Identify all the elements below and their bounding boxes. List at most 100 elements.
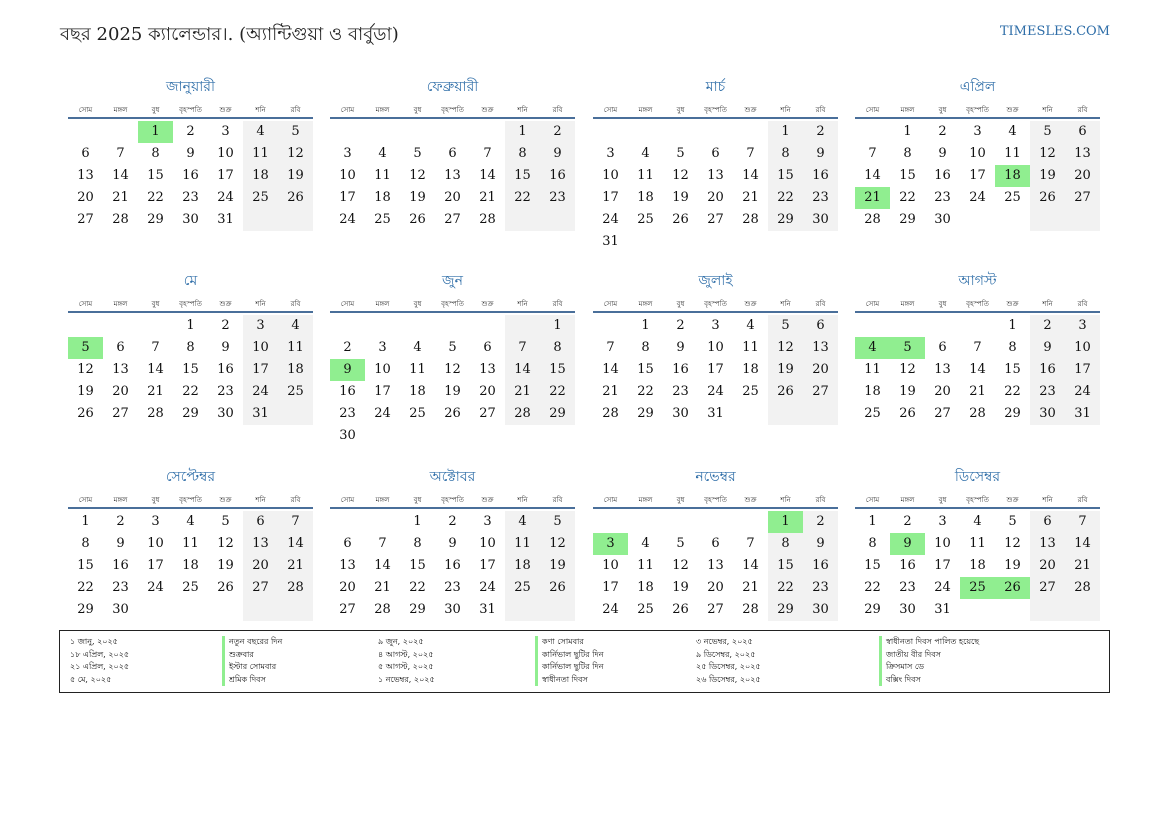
weekday-label: রবি (815, 496, 826, 504)
weekend-day-cell: 21 (1065, 555, 1100, 577)
weekend-day-cell: 28 (505, 403, 540, 425)
day-cell: 17 (147, 558, 164, 573)
header-rule (68, 311, 313, 313)
empty-weekend-cell (1065, 209, 1100, 231)
weekend-day-cell: 20 (1030, 555, 1065, 577)
day-cell: 27 (707, 602, 724, 617)
weekend-day-cell: 20 (243, 555, 278, 577)
day-cell: 10 (602, 168, 619, 183)
day-cell: 24 (479, 580, 496, 595)
day-cell: 5 (1008, 514, 1017, 529)
day-cell: 11 (637, 168, 654, 183)
day-cell: 26 (77, 406, 94, 421)
weekday-label: মঙ্গল (375, 106, 390, 114)
day-cell: 6 (448, 146, 457, 161)
weekend-day-cell: 14 (505, 359, 540, 381)
legend-holiday-name: জাতীয় বীর দিবস (879, 648, 979, 661)
day-cell: 29 (409, 602, 426, 617)
day-cell: 18 (969, 558, 986, 573)
day-cell: 10 (374, 362, 391, 377)
day-cell: 6 (81, 146, 90, 161)
day-cell: 29 (864, 602, 881, 617)
empty-weekend-cell (278, 599, 313, 621)
day-cell: 17 (602, 190, 619, 205)
day-cell: 24 (602, 212, 619, 227)
day-cell: 18 (409, 384, 426, 399)
weekday-label: রবি (290, 300, 301, 308)
weekend-day-cell: 6 (1065, 121, 1100, 143)
day-cell: 15 (182, 362, 199, 377)
day-cell: 24 (147, 580, 164, 595)
weekday-label: সোম (340, 106, 355, 114)
weekday-label: মঙ্গল (638, 106, 653, 114)
day-cell: 19 (672, 190, 689, 205)
empty-weekend-cell (540, 599, 575, 621)
weekend-day-cell: 2 (540, 121, 575, 143)
weekend-day-cell: 26 (278, 187, 313, 209)
day-cell: 8 (81, 536, 90, 551)
weekday-label: বৃহস্পতি (966, 106, 989, 114)
day-cell: 8 (903, 146, 912, 161)
day-cell: 16 (444, 558, 461, 573)
day-cell: 8 (151, 146, 160, 161)
header-rule (593, 311, 838, 313)
empty-weekend-cell (505, 599, 540, 621)
day-cell: 5 (221, 514, 230, 529)
site-link[interactable]: TIMESLES.COM (999, 24, 1110, 39)
day-cell: 4 (186, 514, 195, 529)
day-cell: 24 (707, 384, 724, 399)
day-cell: 1 (903, 124, 912, 139)
day-cell: 12 (409, 168, 426, 183)
day-cell: 7 (116, 146, 125, 161)
legend-date: ৯ জুন, ২০২৫ (378, 637, 424, 646)
weekday-label: রবি (552, 300, 563, 308)
weekday-label: বুধ (151, 300, 160, 308)
day-cell: 3 (151, 514, 160, 529)
weekend-day-cell: 8 (540, 337, 575, 359)
day-cell: 10 (217, 146, 234, 161)
weekday-label: শনি (517, 106, 528, 114)
weekend-day-cell: 5 (278, 121, 313, 143)
day-cell: 28 (147, 406, 164, 421)
day-cell: 28 (742, 212, 759, 227)
day-cell: 12 (1004, 536, 1021, 551)
day-cell: 4 (641, 146, 650, 161)
weekend-day-cell: 1 (505, 121, 540, 143)
weekend-day-cell: 15 (768, 555, 803, 577)
day-cell: 14 (479, 168, 496, 183)
weekend-day-cell: 31 (243, 403, 278, 425)
day-cell: 6 (483, 340, 492, 355)
day-cell: 22 (899, 190, 916, 205)
weekend-day-cell: 7 (505, 337, 540, 359)
weekday-label: সোম (78, 300, 93, 308)
weekday-label: সোম (603, 106, 618, 114)
weekend-day-cell: 21 (505, 381, 540, 403)
month-title: এপ্রিল (959, 79, 996, 95)
day-cell: 9 (116, 536, 125, 551)
legend-holiday-name: স্বাধীনতা দিবস পালিত হয়েছে (879, 636, 979, 649)
empty-weekend-cell (243, 599, 278, 621)
weekday-label: শুক্র (744, 496, 757, 504)
empty-weekend-cell (1030, 209, 1065, 231)
weekend-day-cell: 9 (803, 143, 838, 165)
day-cell: 3 (711, 318, 720, 333)
day-cell: 25 (637, 212, 654, 227)
day-cell: 25 (182, 580, 199, 595)
weekend-day-cell: 11 (278, 337, 313, 359)
day-cell: 8 (641, 340, 650, 355)
header-rule (593, 507, 838, 509)
day-cell: 31 (934, 602, 951, 617)
day-cell: 24 (969, 190, 986, 205)
legend-date: ২১ এপ্রিল, ২০২৫ (70, 662, 130, 671)
weekend-day-cell: 29 (768, 209, 803, 231)
header-rule (330, 507, 575, 509)
month-title: ফেব্রুয়ারী (426, 79, 479, 95)
day-cell: 12 (899, 362, 916, 377)
month-title: সেপ্টেম্বর (165, 469, 216, 485)
legend-dates-col-3: ৩ নভেম্বর, ২০২৫ ৯ ডিসেম্বর, ২০২৫ ২৫ ডিসে… (696, 636, 761, 686)
weekend-day-cell: 24 (1065, 381, 1100, 403)
day-cell: 9 (676, 340, 685, 355)
weekday-label: শনি (1042, 496, 1053, 504)
day-cell: 2 (186, 124, 195, 139)
day-cell: 2 (903, 514, 912, 529)
